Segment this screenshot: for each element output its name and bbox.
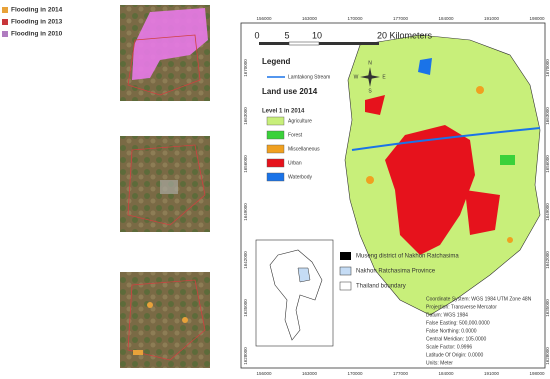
bottom-tick-label: 198000 bbox=[529, 371, 545, 376]
class-label: Miscellaneous bbox=[288, 146, 320, 152]
left-tick-label: 1635000 bbox=[243, 299, 248, 317]
flood-legend-label: Flooding in 2013 bbox=[11, 19, 63, 26]
projection-line: Central Meridian: 105.0000 bbox=[426, 336, 487, 342]
left-tick-label: 1628000 bbox=[243, 347, 248, 365]
class-swatch bbox=[266, 172, 285, 182]
right-tick-label: 1628000 bbox=[545, 347, 550, 365]
north-arrow-letter: S bbox=[368, 88, 372, 94]
projection-line: Projection: Transverse Mercator bbox=[426, 304, 497, 310]
bottom-tick-label: 177000 bbox=[393, 371, 409, 376]
land-use-map bbox=[344, 34, 541, 316]
swatch-2010 bbox=[2, 31, 8, 37]
inset-swatch bbox=[340, 252, 351, 260]
class-swatch bbox=[266, 130, 285, 140]
top-tick-label: 156000 bbox=[256, 16, 272, 21]
projection-line: Coordinate System: WGS 1984 UTM Zone 48N bbox=[426, 296, 532, 302]
right-tick-label: 1670000 bbox=[545, 59, 550, 77]
bottom-tick-label: 156000 bbox=[256, 371, 272, 376]
right-tick-label: 1663000 bbox=[545, 107, 550, 125]
projection-line: Units: Meter bbox=[426, 360, 453, 366]
top-tick-label: 170000 bbox=[347, 16, 363, 21]
inset-legend-label: Thailand boundary bbox=[356, 284, 406, 290]
left-tick-label: 1649000 bbox=[243, 203, 248, 221]
coordinate-ticks: 156000 163000 170000 177000 184000 191000 1980… bbox=[243, 16, 550, 376]
legend-title: Legend bbox=[262, 57, 291, 66]
level-title: Level 1 in 2014 bbox=[262, 109, 305, 115]
bottom-tick-label: 170000 bbox=[347, 371, 363, 376]
top-tick-label: 198000 bbox=[529, 16, 545, 21]
class-swatch bbox=[266, 158, 285, 168]
flood-legend-label: Flooding in 2010 bbox=[11, 31, 63, 38]
legend-subtitle: Land use 2014 bbox=[262, 87, 318, 96]
flood-legend-label: Flooding in 2014 bbox=[11, 7, 63, 14]
left-tick-label: 1642000 bbox=[243, 251, 248, 269]
right-tick-label: 1635000 bbox=[545, 299, 550, 317]
class-swatch bbox=[266, 144, 285, 154]
class-swatch bbox=[266, 116, 285, 126]
scale-bar bbox=[259, 41, 379, 46]
right-tick-label: 1642000 bbox=[545, 251, 550, 269]
projection-line: Scale Factor: 0.9996 bbox=[426, 344, 472, 350]
top-tick-label: 163000 bbox=[302, 16, 318, 21]
scale-label: 5 bbox=[284, 30, 289, 40]
class-label: Forest bbox=[288, 132, 303, 138]
inset-swatch bbox=[339, 281, 352, 291]
class-swatches bbox=[266, 116, 285, 182]
scale-label: 20 Kilometers bbox=[377, 30, 433, 40]
satellite-panels bbox=[120, 5, 210, 368]
top-tick-label: 191000 bbox=[484, 16, 500, 21]
top-tick-label: 177000 bbox=[393, 16, 409, 21]
stream-label: Lamtakong Stream bbox=[288, 74, 330, 80]
swatch-2014 bbox=[2, 7, 8, 13]
bottom-tick-label: 191000 bbox=[484, 371, 500, 376]
right-tick-label: 1649000 bbox=[545, 203, 550, 221]
inset-legend-label: Nakhon Ratchasima Province bbox=[356, 269, 436, 275]
class-label: Waterbody bbox=[288, 174, 312, 180]
scale-label: 0 bbox=[254, 30, 259, 40]
bottom-tick-label: 163000 bbox=[302, 371, 318, 376]
swatch-2013 bbox=[2, 19, 8, 25]
north-arrow-letter: N bbox=[368, 60, 372, 66]
north-arrow-letter: W bbox=[354, 74, 359, 80]
inset-swatch bbox=[339, 266, 352, 276]
left-tick-label: 1670000 bbox=[243, 59, 248, 77]
projection-line: False Northing: 0.0000 bbox=[426, 328, 477, 334]
right-tick-label: 1656000 bbox=[545, 155, 550, 173]
top-tick-label: 184000 bbox=[438, 16, 454, 21]
class-label: Agriculture bbox=[288, 118, 312, 124]
province-outline bbox=[297, 267, 311, 283]
north-arrow-letter: E bbox=[382, 74, 386, 80]
bottom-tick-label: 184000 bbox=[438, 371, 454, 376]
inset-legend-label: Museng district of Nakhon Ratchasima bbox=[356, 254, 459, 260]
scale-label: 10 bbox=[312, 30, 322, 40]
projection-line: Latitude Of Origin: 0.0000 bbox=[426, 352, 483, 358]
projection-line: False Easting: 500,000.0000 bbox=[426, 320, 490, 326]
north-arrow bbox=[360, 67, 380, 87]
projection-line: Datum: WGS 1984 bbox=[426, 312, 468, 318]
left-tick-label: 1663000 bbox=[243, 107, 248, 125]
left-tick-label: 1656000 bbox=[243, 155, 248, 173]
class-label: Urban bbox=[288, 160, 302, 166]
